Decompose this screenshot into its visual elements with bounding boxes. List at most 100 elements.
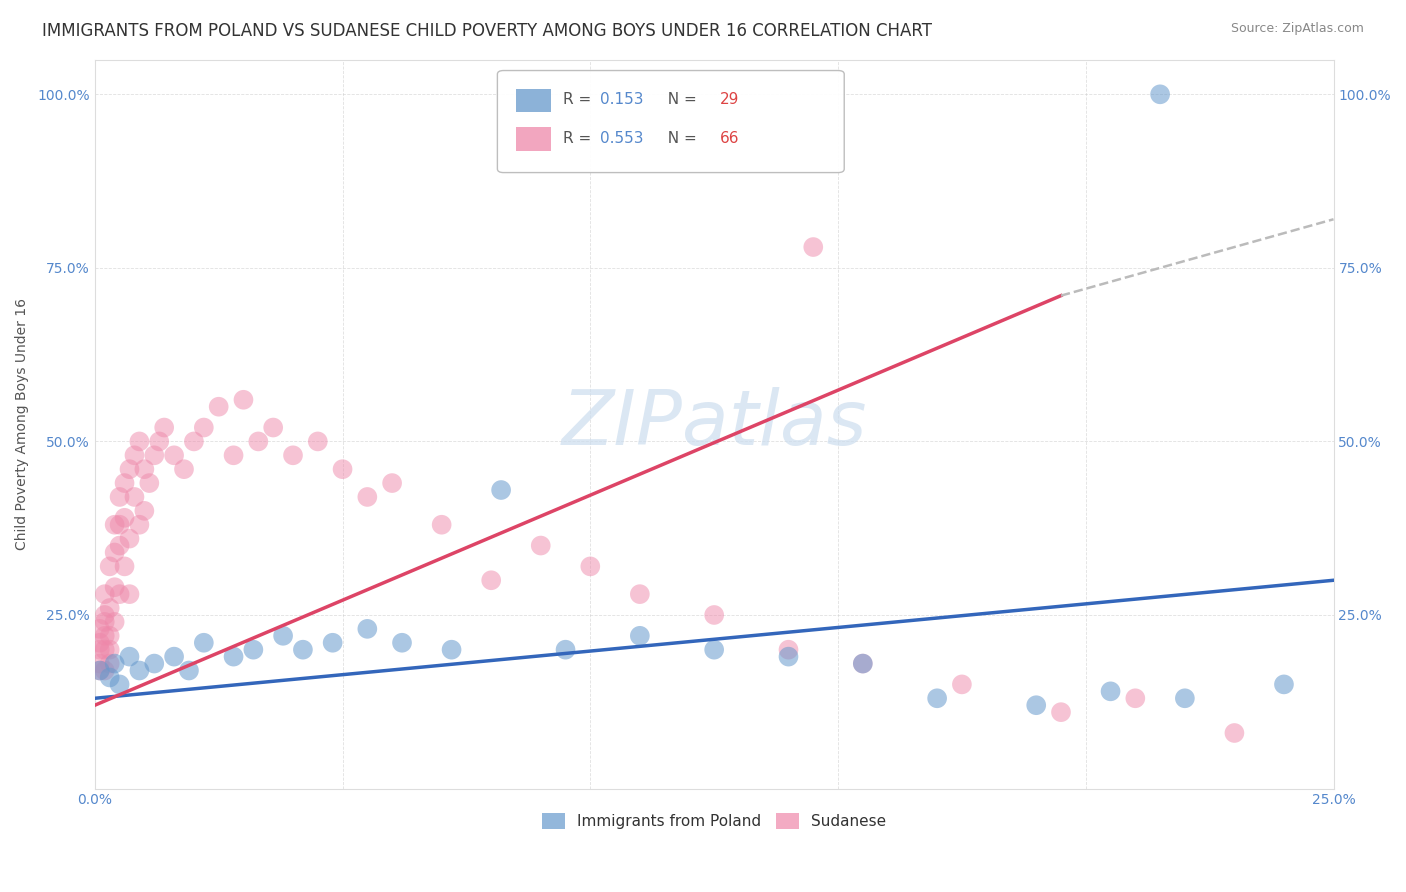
Point xyxy=(950,677,973,691)
Point xyxy=(927,691,949,706)
Point xyxy=(93,629,115,643)
Point xyxy=(128,664,150,678)
Point xyxy=(108,677,131,691)
Point xyxy=(778,649,800,664)
Point xyxy=(1050,705,1073,719)
Text: 66: 66 xyxy=(720,131,740,145)
Point xyxy=(281,448,304,462)
Point xyxy=(1099,684,1122,698)
Point xyxy=(89,636,111,650)
Point xyxy=(232,392,254,407)
Text: 0.553: 0.553 xyxy=(600,131,644,145)
Point xyxy=(163,649,186,664)
Point xyxy=(93,664,115,678)
Point xyxy=(1025,698,1047,713)
Point xyxy=(222,448,245,462)
Text: R =: R = xyxy=(562,131,596,145)
Point xyxy=(1223,726,1246,740)
Point xyxy=(93,642,115,657)
Point xyxy=(381,476,404,491)
Point xyxy=(852,657,875,671)
Point xyxy=(628,629,651,643)
Text: Source: ZipAtlas.com: Source: ZipAtlas.com xyxy=(1230,22,1364,36)
Point xyxy=(703,642,725,657)
Point xyxy=(291,642,314,657)
Point xyxy=(93,607,115,622)
Point xyxy=(222,649,245,664)
Y-axis label: Child Poverty Among Boys Under 16: Child Poverty Among Boys Under 16 xyxy=(15,298,30,550)
Point xyxy=(104,580,127,594)
FancyBboxPatch shape xyxy=(516,128,551,151)
Point xyxy=(89,642,111,657)
Point xyxy=(118,649,141,664)
Point xyxy=(118,532,141,546)
Point xyxy=(118,587,141,601)
Point xyxy=(163,448,186,462)
Point xyxy=(138,476,160,491)
Point xyxy=(128,434,150,449)
Point xyxy=(703,607,725,622)
Point xyxy=(489,483,512,497)
Point xyxy=(208,400,231,414)
Text: IMMIGRANTS FROM POLAND VS SUDANESE CHILD POVERTY AMONG BOYS UNDER 16 CORRELATION: IMMIGRANTS FROM POLAND VS SUDANESE CHILD… xyxy=(42,22,932,40)
Point xyxy=(183,434,205,449)
Point xyxy=(104,615,127,629)
Point xyxy=(108,587,131,601)
Point xyxy=(778,642,800,657)
FancyBboxPatch shape xyxy=(498,70,844,172)
Text: 29: 29 xyxy=(720,92,740,107)
Point xyxy=(124,448,146,462)
Point xyxy=(356,490,378,504)
Point xyxy=(134,504,156,518)
Point xyxy=(173,462,195,476)
Point xyxy=(104,545,127,559)
Point xyxy=(801,240,824,254)
Point xyxy=(98,601,121,615)
Point xyxy=(153,420,176,434)
Point xyxy=(1149,87,1171,102)
Point xyxy=(128,517,150,532)
Text: N =: N = xyxy=(658,92,702,107)
Point xyxy=(193,636,215,650)
Point xyxy=(93,615,115,629)
Point xyxy=(852,657,875,671)
Point xyxy=(440,642,463,657)
Point xyxy=(89,664,111,678)
Point xyxy=(89,622,111,636)
FancyBboxPatch shape xyxy=(516,89,551,112)
Point xyxy=(1174,691,1197,706)
Point xyxy=(242,642,264,657)
Point xyxy=(124,490,146,504)
Point xyxy=(114,559,136,574)
Point xyxy=(108,539,131,553)
Text: ZIPatlas: ZIPatlas xyxy=(561,387,868,461)
Point xyxy=(356,622,378,636)
Point xyxy=(307,434,329,449)
Point xyxy=(98,559,121,574)
Point xyxy=(89,657,111,671)
Point xyxy=(98,629,121,643)
Point xyxy=(479,574,502,588)
Point xyxy=(262,420,284,434)
Point xyxy=(1123,691,1146,706)
Text: 0.153: 0.153 xyxy=(600,92,644,107)
Point xyxy=(628,587,651,601)
Point xyxy=(108,517,131,532)
Text: N =: N = xyxy=(658,131,702,145)
Point xyxy=(177,664,200,678)
Point xyxy=(430,517,453,532)
Legend: Immigrants from Poland, Sudanese: Immigrants from Poland, Sudanese xyxy=(536,807,893,836)
Point xyxy=(247,434,270,449)
Point xyxy=(148,434,170,449)
Point xyxy=(104,517,127,532)
Point xyxy=(114,476,136,491)
Point xyxy=(193,420,215,434)
Point xyxy=(143,448,166,462)
Point xyxy=(554,642,576,657)
Point xyxy=(332,462,354,476)
Point xyxy=(579,559,602,574)
Point xyxy=(118,462,141,476)
Point xyxy=(134,462,156,476)
Point xyxy=(108,490,131,504)
Point xyxy=(98,657,121,671)
